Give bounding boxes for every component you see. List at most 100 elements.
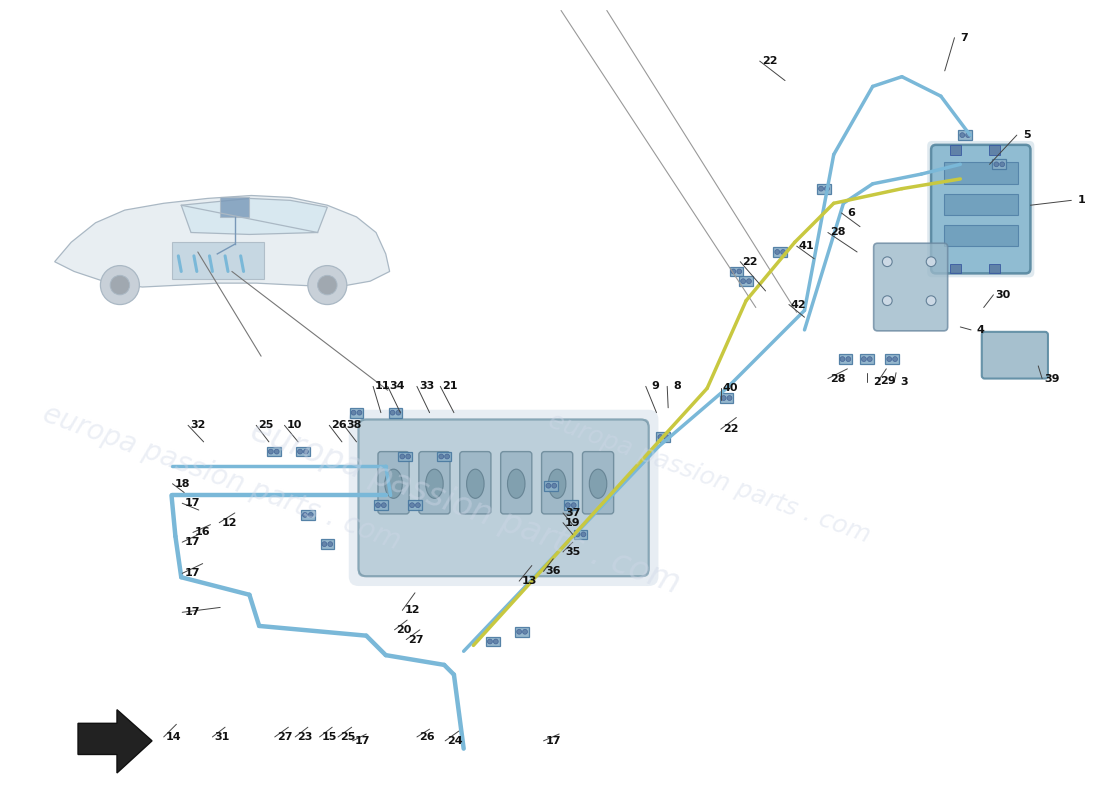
Circle shape (575, 532, 580, 537)
Circle shape (318, 275, 337, 295)
Bar (438, 452, 451, 462)
Text: 34: 34 (389, 382, 405, 391)
Bar (838, 354, 853, 364)
FancyBboxPatch shape (419, 452, 450, 514)
Circle shape (571, 502, 576, 508)
Circle shape (400, 454, 405, 459)
Text: 7: 7 (960, 33, 968, 42)
Circle shape (747, 278, 751, 284)
Text: 35: 35 (565, 547, 581, 557)
Circle shape (351, 410, 356, 415)
Bar (408, 500, 421, 510)
Circle shape (439, 454, 443, 459)
Circle shape (274, 449, 279, 454)
Ellipse shape (426, 469, 443, 498)
Bar (729, 266, 744, 276)
Text: 27: 27 (408, 634, 424, 645)
Text: 12: 12 (221, 518, 236, 528)
Circle shape (517, 630, 521, 634)
Text: 21: 21 (442, 382, 458, 391)
Circle shape (781, 250, 785, 254)
FancyBboxPatch shape (359, 419, 649, 576)
Text: 17: 17 (546, 736, 561, 746)
Circle shape (328, 542, 332, 546)
Circle shape (522, 630, 528, 634)
Circle shape (861, 357, 867, 362)
Text: 3: 3 (900, 378, 908, 387)
Circle shape (358, 410, 362, 415)
Bar (320, 539, 334, 549)
Circle shape (304, 449, 308, 454)
FancyBboxPatch shape (349, 410, 659, 586)
FancyBboxPatch shape (500, 452, 531, 514)
Circle shape (298, 449, 302, 454)
Circle shape (308, 513, 314, 518)
Circle shape (375, 502, 381, 508)
Circle shape (322, 542, 327, 546)
Circle shape (308, 266, 346, 305)
Text: 38: 38 (345, 420, 361, 430)
Text: 28: 28 (829, 227, 846, 238)
Bar (374, 500, 387, 510)
Circle shape (409, 502, 415, 508)
Ellipse shape (385, 469, 403, 498)
Ellipse shape (507, 469, 525, 498)
Circle shape (737, 269, 741, 274)
Text: europa passion parts . com: europa passion parts . com (246, 414, 685, 600)
Circle shape (966, 133, 970, 138)
Circle shape (444, 454, 450, 459)
Text: 42: 42 (791, 299, 806, 310)
Text: 18: 18 (175, 478, 190, 489)
Circle shape (926, 296, 936, 306)
FancyBboxPatch shape (378, 452, 409, 514)
Text: 14: 14 (166, 732, 182, 742)
Text: 32: 32 (190, 420, 206, 430)
Text: 1: 1 (1077, 195, 1085, 206)
Text: 33: 33 (419, 382, 435, 391)
Circle shape (494, 639, 498, 644)
Circle shape (882, 257, 892, 266)
Text: 36: 36 (546, 566, 561, 576)
Circle shape (100, 266, 140, 305)
Circle shape (740, 278, 746, 284)
Text: 40: 40 (723, 383, 738, 394)
Polygon shape (78, 710, 152, 773)
Circle shape (774, 250, 780, 254)
Text: 37: 37 (565, 508, 581, 518)
Bar (301, 510, 315, 520)
Text: 27: 27 (277, 732, 293, 742)
Text: 26: 26 (331, 420, 346, 430)
FancyBboxPatch shape (583, 452, 614, 514)
Text: 24: 24 (447, 736, 463, 746)
Circle shape (846, 357, 850, 362)
Bar (267, 446, 280, 457)
FancyBboxPatch shape (927, 141, 1034, 278)
Bar (817, 184, 830, 194)
Text: 9: 9 (651, 382, 659, 391)
Text: 22: 22 (723, 424, 738, 434)
Bar (350, 408, 363, 418)
Bar (486, 637, 499, 646)
Text: europa passion parts . com: europa passion parts . com (40, 400, 405, 556)
Bar (958, 130, 972, 140)
Bar (739, 276, 752, 286)
Circle shape (867, 357, 872, 362)
Circle shape (926, 257, 936, 266)
Circle shape (722, 396, 726, 401)
Text: 17: 17 (184, 498, 200, 508)
Text: 30: 30 (996, 290, 1011, 300)
Text: 17: 17 (184, 537, 200, 547)
Bar (992, 159, 1007, 169)
Text: 16: 16 (195, 527, 210, 538)
Text: 26: 26 (419, 732, 435, 742)
Ellipse shape (590, 469, 607, 498)
Circle shape (565, 502, 570, 508)
FancyBboxPatch shape (931, 145, 1031, 274)
FancyBboxPatch shape (873, 243, 948, 331)
Text: 19: 19 (565, 518, 581, 528)
Bar (773, 247, 786, 257)
Text: europa passion parts . com: europa passion parts . com (544, 408, 873, 547)
Text: 8: 8 (673, 382, 681, 391)
Circle shape (727, 396, 732, 401)
FancyBboxPatch shape (460, 452, 491, 514)
